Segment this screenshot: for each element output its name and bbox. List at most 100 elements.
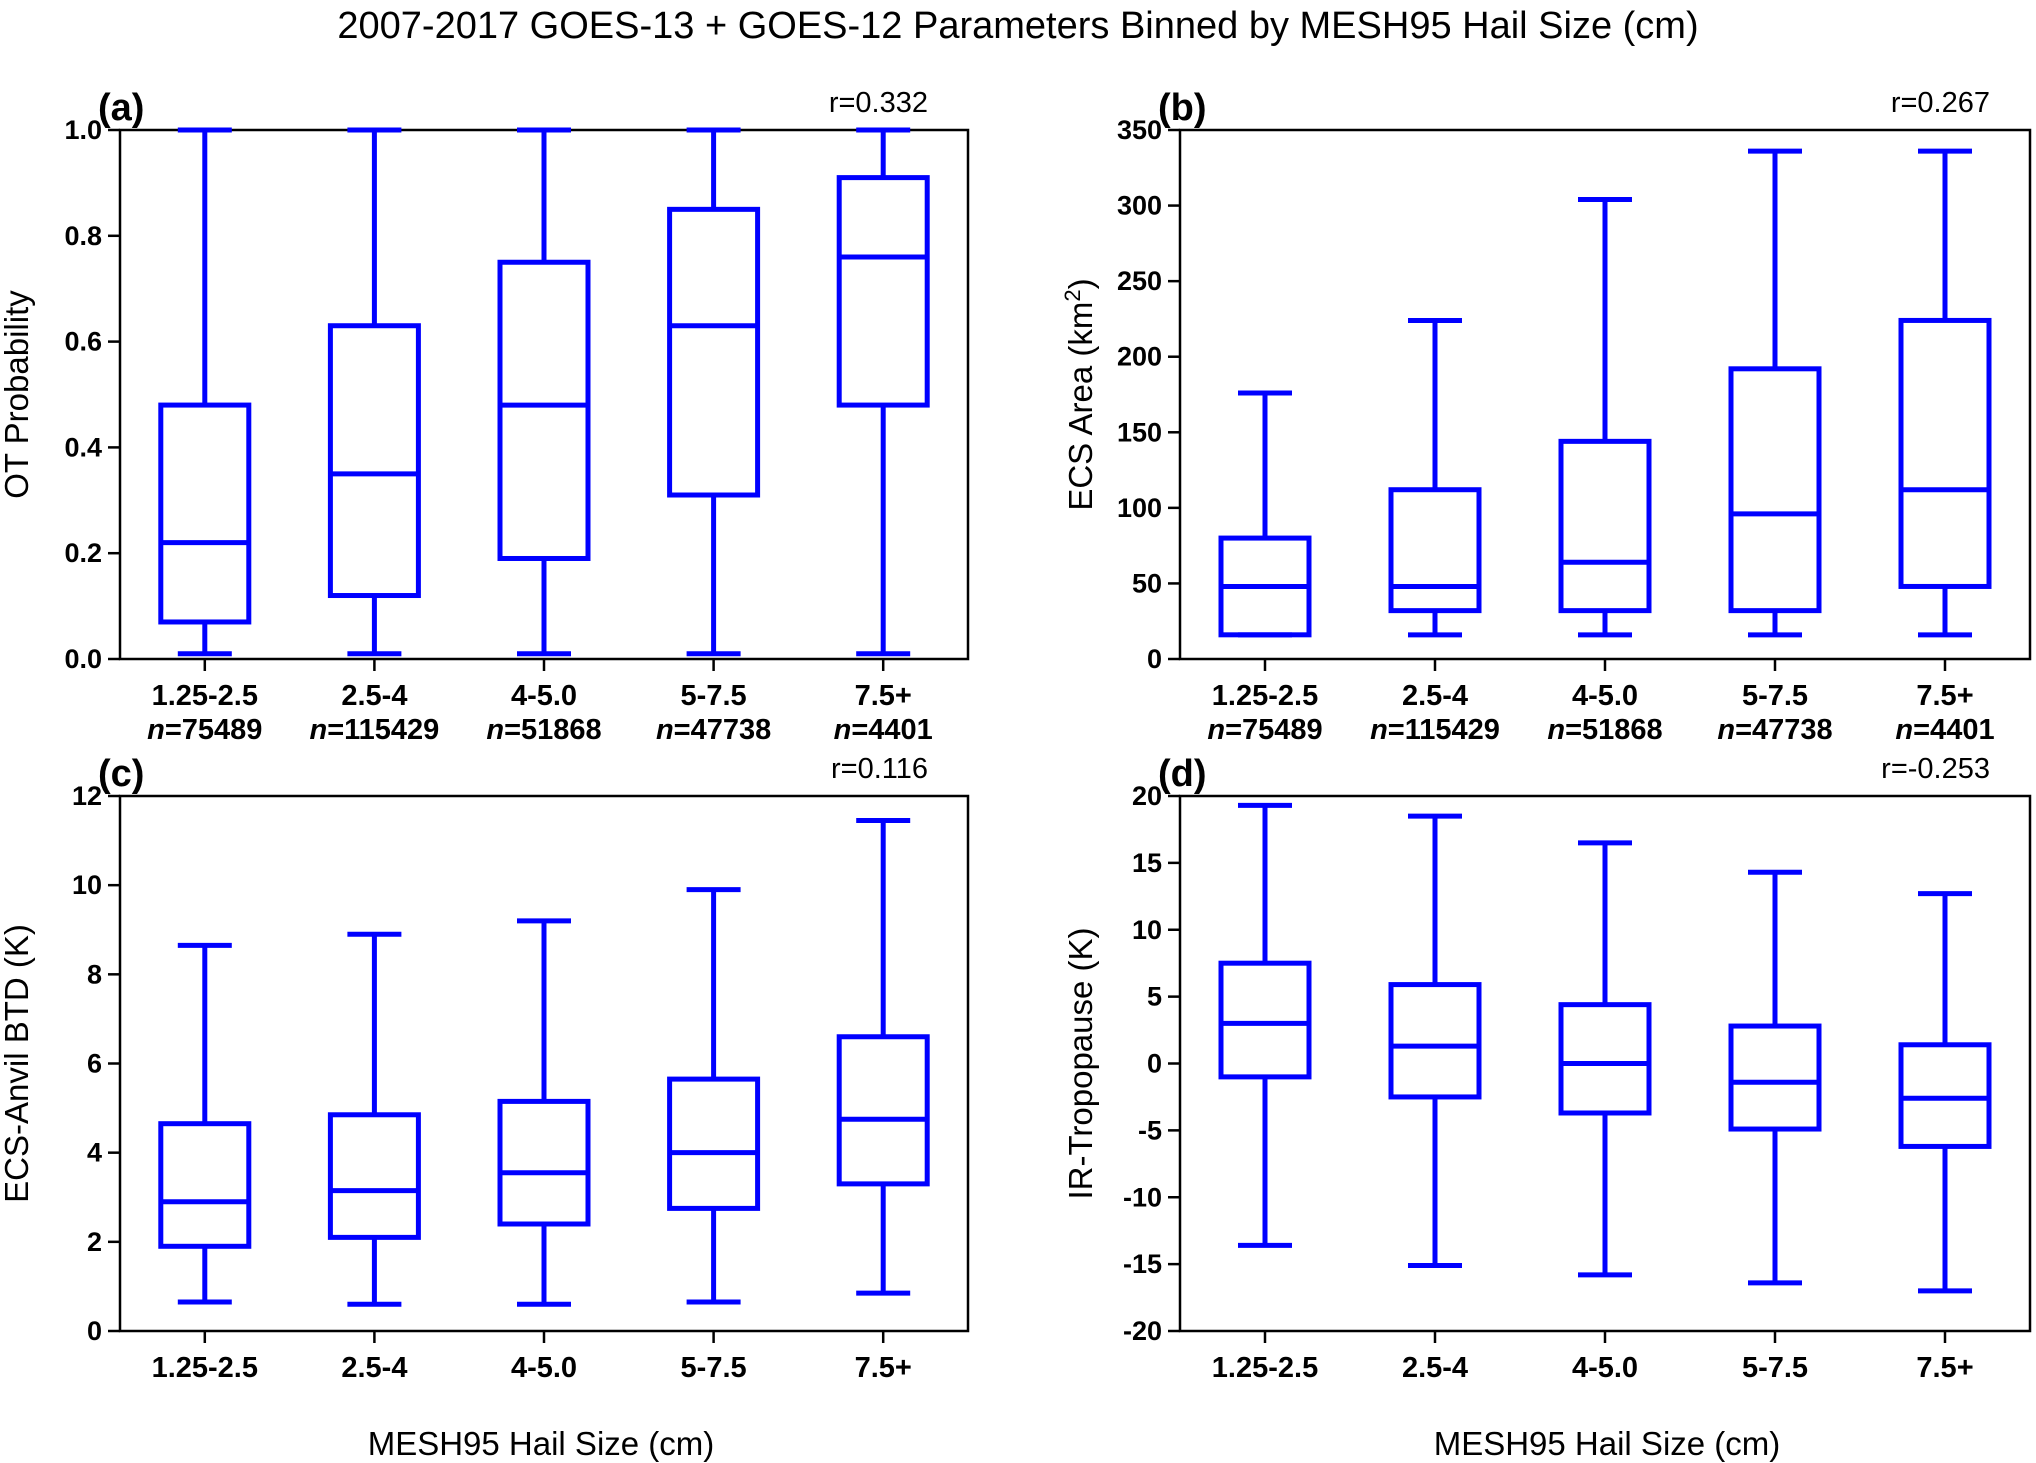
y-axis-label: OT Probability [0, 290, 35, 499]
y-tick-label: 1.0 [64, 115, 102, 145]
sample-count-label: n=47738 [656, 714, 771, 746]
box-2.5-4 [1388, 813, 1482, 1268]
box-5-7.5 [1728, 869, 1822, 1286]
figure-title: 2007-2017 GOES-13 + GOES-12 Parameters B… [337, 5, 1698, 47]
iqr-box [1558, 1002, 1652, 1116]
sample-count-n: n [1370, 714, 1388, 746]
sample-count-label: n=51868 [1547, 714, 1662, 746]
y-tick-label: 0 [1147, 1049, 1162, 1079]
sample-count-n: n [834, 714, 852, 746]
sample-count-n: n [147, 714, 165, 746]
iqr-box [836, 1034, 930, 1187]
box-7.5+ [1898, 148, 1992, 638]
sample-count-n: n [1547, 714, 1565, 746]
x-tick-label: 1.25-2.5 [152, 680, 258, 712]
sample-count-n: n [1717, 714, 1735, 746]
box-7.5+ [1898, 891, 1992, 1294]
iqr-box [1218, 960, 1312, 1080]
panel-letter: (d) [1158, 753, 1207, 795]
y-axis-label-superscript: 2 [1060, 289, 1085, 301]
sample-count-n: n [486, 714, 504, 746]
x-tick-label: 5-7.5 [1742, 1352, 1808, 1384]
y-tick-label: 350 [1117, 115, 1162, 145]
box-4-5.0 [1558, 840, 1652, 1278]
box-5-7.5 [667, 127, 761, 657]
sample-count-n: n [1207, 714, 1225, 746]
correlation-label: r=0.116 [831, 753, 928, 785]
y-tick-label: 10 [72, 870, 102, 900]
box-1.25-2.5 [158, 127, 252, 657]
x-tick-label: 4-5.0 [1572, 1352, 1638, 1384]
sample-count-label: n=75489 [1207, 714, 1322, 746]
sample-count-label: n=115429 [309, 714, 439, 746]
panel-letter: (b) [1158, 87, 1207, 129]
box-5-7.5 [667, 887, 761, 1305]
y-axis-label: ECS-Anvil BTD (K) [0, 924, 35, 1203]
sample-count-label: n=47738 [1717, 714, 1832, 746]
x-tick-label: 7.5+ [855, 1352, 912, 1384]
iqr-box [667, 1076, 761, 1211]
x-tick-label: 7.5+ [1916, 1352, 1973, 1384]
y-tick-label: 15 [1132, 848, 1162, 878]
panel-d: (d) r=-0.253 -20 -15 -10 -5 0 5 10 15 20 IR-Tropopa… [1062, 753, 2032, 1384]
iqr-box [158, 402, 252, 625]
iqr-box [1898, 317, 1992, 589]
y-tick-label: 0 [1147, 644, 1162, 674]
y-axis-label: IR-Tropopause (K) [1062, 927, 1099, 1199]
x-tick-label: 5-7.5 [681, 1352, 747, 1384]
y-tick-label: 2 [87, 1227, 102, 1257]
iqr-box [327, 1112, 421, 1240]
sample-count-n: n [656, 714, 674, 746]
x-tick-label: 7.5+ [855, 680, 912, 712]
y-tick-label: 0.8 [64, 221, 102, 251]
panel-letter: (c) [98, 753, 144, 795]
y-tick-label: 300 [1117, 191, 1162, 221]
correlation-label: r=-0.253 [1881, 753, 1990, 785]
y-tick-label: 10 [1132, 915, 1162, 945]
panel-letter: (a) [98, 87, 144, 129]
x-tick-label: 5-7.5 [681, 680, 747, 712]
box-1.25-2.5 [1218, 390, 1312, 638]
box-4-5.0 [1558, 197, 1652, 638]
x-axis-label-left: MESH95 Hail Size (cm) [368, 1425, 715, 1462]
sample-count-n: n [309, 714, 327, 746]
sample-count-label: n=75489 [147, 714, 262, 746]
x-tick-label: 2.5-4 [1402, 1352, 1468, 1384]
iqr-box [1728, 1023, 1822, 1132]
iqr-box [1558, 438, 1652, 614]
x-tick-label: 4-5.0 [1572, 680, 1638, 712]
y-tick-label: -15 [1123, 1249, 1162, 1279]
iqr-box [1728, 366, 1822, 614]
y-tick-label: 6 [87, 1049, 102, 1079]
box-4-5.0 [497, 127, 591, 657]
y-tick-label: 0.4 [64, 432, 102, 462]
iqr-box [1898, 1042, 1992, 1149]
box-4-5.0 [497, 918, 591, 1307]
x-tick-label: 2.5-4 [341, 680, 407, 712]
iqr-box [836, 175, 930, 408]
x-tick-label: 4-5.0 [511, 680, 577, 712]
y-tick-label: -5 [1138, 1115, 1162, 1145]
box-1.25-2.5 [1218, 802, 1312, 1248]
y-tick-label: 200 [1117, 342, 1162, 372]
y-tick-label: 50 [1132, 568, 1162, 598]
x-axis-label-right: MESH95 Hail Size (cm) [1434, 1425, 1781, 1462]
iqr-box [158, 1121, 252, 1249]
box-2.5-4 [1388, 317, 1482, 638]
y-tick-label: 100 [1117, 493, 1162, 523]
iqr-box [667, 206, 761, 498]
y-axis-label: ECS Area (km2) [1060, 278, 1100, 510]
panel-c: (c) r=0.116 0 2 4 6 8 10 12 ECS-Anvil BTD (K) 1.25… [0, 753, 970, 1384]
x-tick-label: 4-5.0 [511, 1352, 577, 1384]
y-tick-label: 0.2 [64, 538, 102, 568]
y-tick-label: 0 [87, 1316, 102, 1346]
x-tick-label: 2.5-4 [341, 1352, 407, 1384]
y-tick-label: 4 [87, 1138, 102, 1168]
iqr-box [497, 259, 591, 561]
box-5-7.5 [1728, 148, 1822, 638]
iqr-box [497, 1098, 591, 1227]
box-7.5+ [836, 127, 930, 657]
box-1.25-2.5 [158, 942, 252, 1305]
x-tick-label: 5-7.5 [1742, 680, 1808, 712]
